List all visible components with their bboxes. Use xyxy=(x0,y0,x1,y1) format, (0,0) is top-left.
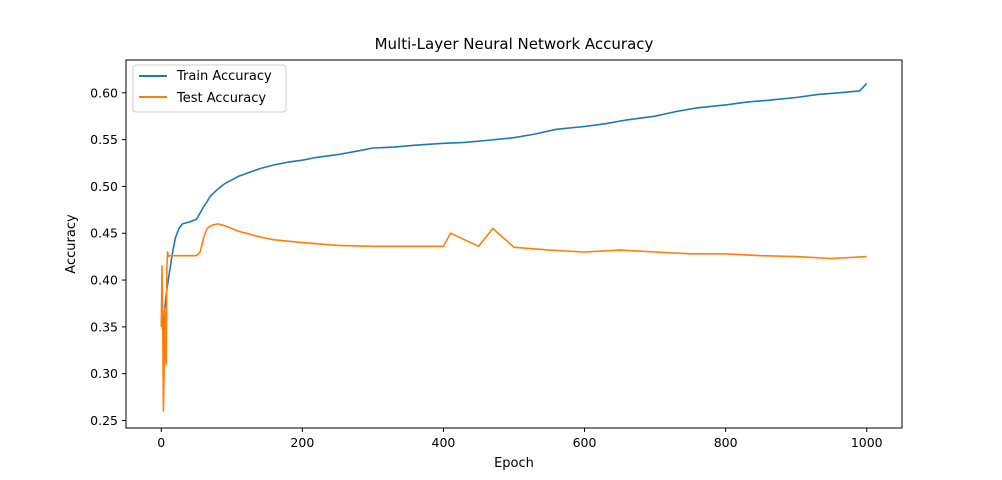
y-tick-label: 0.30 xyxy=(90,366,118,381)
y-tick-label: 0.35 xyxy=(90,319,118,334)
y-axis: 0.25 0.30 0.35 0.40 0.45 0.50 0.55 0.60 xyxy=(90,85,126,428)
y-tick-label: 0.45 xyxy=(90,226,118,241)
legend-box xyxy=(132,64,287,113)
y-tick-label: 0.25 xyxy=(90,413,118,428)
x-tick-label: 200 xyxy=(290,435,314,450)
y-tick-label: 0.50 xyxy=(90,179,118,194)
x-tick-label: 800 xyxy=(714,435,738,450)
plot-background xyxy=(126,60,902,428)
plot-area xyxy=(125,59,903,429)
series-line-test-accuracy xyxy=(160,223,867,412)
legend-label-test: Test Accuracy xyxy=(176,91,266,106)
x-tick-label: 400 xyxy=(432,435,456,450)
x-tick-label: 600 xyxy=(573,435,597,450)
x-axis: 0 200 400 600 800 1000 xyxy=(157,428,883,450)
y-tick-label: 0.60 xyxy=(90,85,118,100)
y-tick-label: 0.40 xyxy=(90,273,118,288)
x-tick-label: 0 xyxy=(157,435,165,450)
y-axis-label: Accuracy xyxy=(64,214,79,274)
x-axis-label: Epoch xyxy=(494,456,534,471)
series-line-train-accuracy xyxy=(160,82,868,338)
series-layer xyxy=(160,82,868,412)
plot-frame xyxy=(125,59,903,429)
x-tick-label: 1000 xyxy=(851,435,883,450)
legend: Train Accuracy Test Accuracy xyxy=(132,64,287,113)
legend-label-train: Train Accuracy xyxy=(176,69,272,84)
chart-title: Multi-Layer Neural Network Accuracy xyxy=(375,35,654,53)
y-tick-label: 0.55 xyxy=(90,132,118,147)
